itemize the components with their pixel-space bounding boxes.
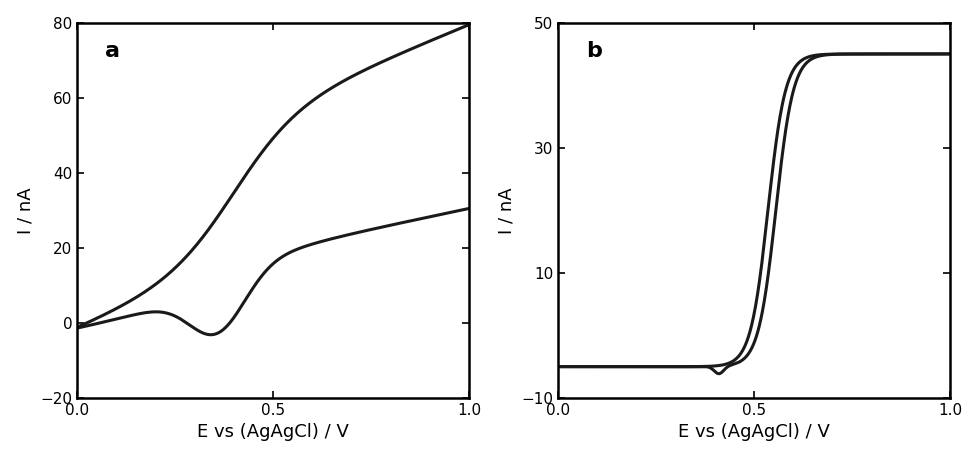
Text: a: a xyxy=(105,41,119,61)
Y-axis label: I / nA: I / nA xyxy=(498,187,515,234)
X-axis label: E vs (AgAgCl) / V: E vs (AgAgCl) / V xyxy=(197,423,349,442)
Text: b: b xyxy=(585,41,600,61)
X-axis label: E vs (AgAgCl) / V: E vs (AgAgCl) / V xyxy=(678,423,829,442)
Y-axis label: I / nA: I / nA xyxy=(17,187,34,234)
